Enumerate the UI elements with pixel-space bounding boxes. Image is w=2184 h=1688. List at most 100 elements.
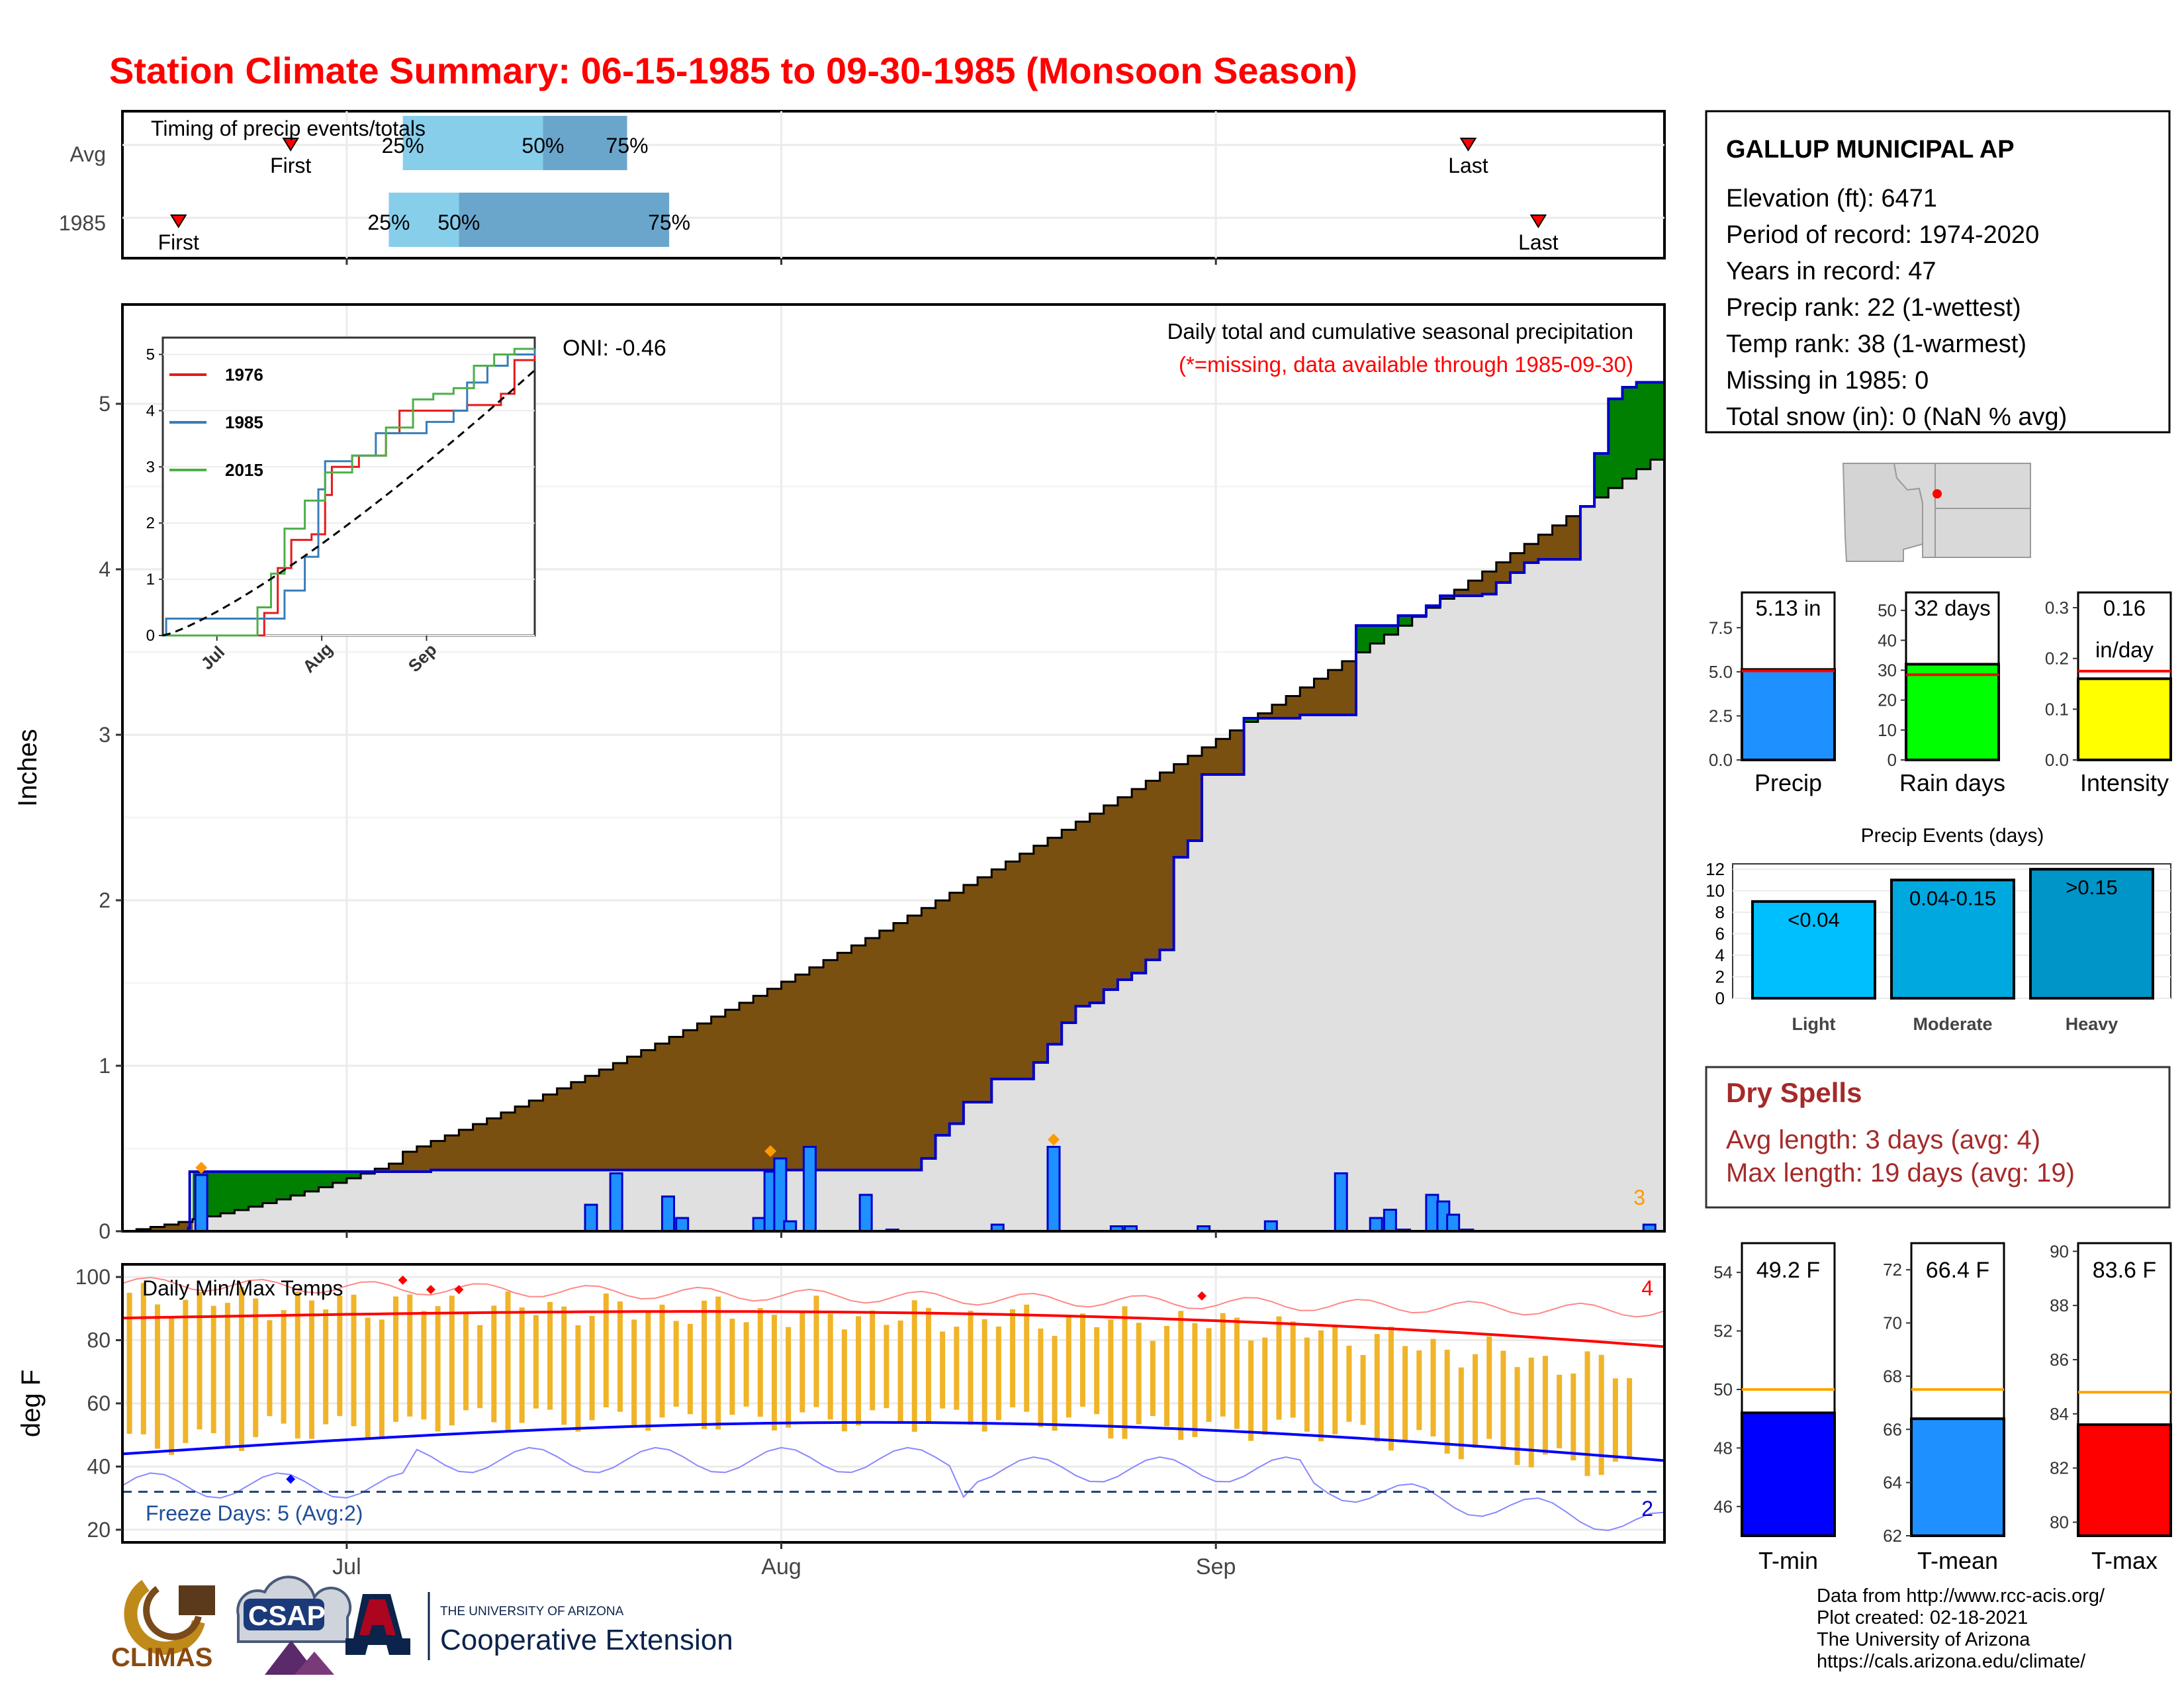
station-location-marker: [1933, 489, 1942, 498]
inset-y-tick-label: 2: [146, 514, 155, 532]
deficit-fill: [585, 1076, 600, 1170]
daily-precip-bar: [783, 1220, 797, 1233]
deficit-fill: [1230, 730, 1245, 774]
daily-temp-bar: [841, 1329, 847, 1432]
precip-y-tick-label: 1: [99, 1054, 111, 1078]
deficit-fill: [1300, 687, 1314, 715]
inset-line-1976: [163, 354, 536, 637]
daily-temp-bar: [140, 1283, 146, 1434]
deficit-fill: [500, 1112, 516, 1170]
deficit-fill: [1202, 747, 1216, 774]
summary-tick-label: 5.0: [1709, 662, 1733, 682]
daily-temp-bar: [224, 1303, 230, 1448]
surplus-fill: [1370, 626, 1385, 644]
daily-temp-bar: [505, 1291, 511, 1432]
daily-temp-bar: [1416, 1350, 1422, 1430]
surplus-fill: [1440, 596, 1455, 599]
daily-temp-bar: [940, 1331, 946, 1409]
station-line: Temp rank: 38 (1-warmest): [1726, 330, 2026, 358]
daily-temp-bar: [925, 1307, 931, 1423]
daily-temp-bar: [183, 1299, 189, 1443]
surplus-fill: [1356, 626, 1371, 653]
summary-bar-name: Intensity: [2080, 769, 2169, 796]
daily-precip-bar: [1263, 1220, 1278, 1233]
temp-summary-tick-label: 88: [2050, 1295, 2069, 1315]
daily-temp-bar: [631, 1319, 637, 1427]
summary-tick-label: 2.5: [1709, 706, 1733, 726]
deficit-fill: [1160, 772, 1175, 950]
ua-small-text: THE UNIVERSITY OF ARIZONA: [440, 1605, 624, 1618]
surplus-fill: [1398, 616, 1413, 626]
temp-count-low: 2: [1641, 1497, 1653, 1521]
deficit-fill: [1048, 837, 1062, 1045]
events-tick-label: 10: [1706, 881, 1725, 901]
deficit-fill: [781, 982, 796, 1170]
inset-y-tick-label: 1: [146, 571, 155, 588]
deficit-fill: [1257, 713, 1273, 718]
summary-bar-value: 5.13 in: [1755, 596, 1821, 620]
deficit-fill: [515, 1106, 529, 1170]
precip-y-tick-label: 5: [99, 392, 111, 416]
daily-precip-bar: [609, 1172, 623, 1233]
timing-event-marker: [1459, 138, 1477, 152]
daily-temp-bar: [323, 1309, 329, 1425]
temp-summary-tick-label: 82: [2050, 1458, 2069, 1478]
daily-temp-bar: [547, 1301, 553, 1410]
daily-temp-bar: [1234, 1317, 1240, 1429]
deficit-fill: [711, 1016, 726, 1170]
deficit-fill: [907, 915, 922, 1170]
inset-y-tick-label: 3: [146, 458, 155, 476]
temp-summary-name: T-mean: [1917, 1547, 1998, 1574]
record-high-marker: [426, 1285, 435, 1295]
daily-temp-bar: [210, 1305, 216, 1434]
locator-map: [1841, 460, 2033, 565]
daily-temp-bar: [1542, 1356, 1548, 1455]
deficit-fill: [1033, 845, 1048, 1062]
daily-temp-bar: [870, 1310, 876, 1411]
timing-row-label-year: 1985: [59, 211, 106, 235]
timing-pct-label: 75%: [606, 134, 649, 158]
temp-summary-name: T-max: [2091, 1547, 2158, 1574]
temp-summary-tick-label: 48: [1713, 1438, 1733, 1458]
daily-temp-bar: [1164, 1325, 1170, 1427]
daily-temp-bar: [1458, 1367, 1464, 1460]
figure-title: Station Climate Summary: 06-15-1985 to 0…: [109, 50, 1357, 91]
temp-summary-tick-label: 54: [1713, 1262, 1733, 1282]
climas-logo[interactable]: CLIMAS: [111, 1579, 215, 1672]
month-label: Jul: [332, 1554, 361, 1579]
summary-bar-value: 0.16: [2103, 596, 2146, 620]
surplus-fill: [291, 1172, 305, 1196]
temp-summary-tick-label: 62: [1883, 1526, 1902, 1546]
daily-record-marker: [195, 1162, 208, 1174]
deficit-fill: [1552, 525, 1567, 559]
daily-temp-bar: [856, 1316, 862, 1426]
daily-temp-bar: [239, 1287, 245, 1451]
ua-big-text: Cooperative Extension: [440, 1624, 733, 1656]
daily-temp-bar: [1528, 1357, 1534, 1468]
daily-temp-bar: [1304, 1337, 1310, 1432]
deficit-fill: [1482, 571, 1497, 594]
daily-temp-bar: [687, 1323, 693, 1415]
timing-event-label: First: [158, 230, 199, 254]
csap-logo[interactable]: CSAP: [236, 1575, 352, 1675]
surplus-fill: [248, 1172, 263, 1207]
surplus-fill: [304, 1172, 320, 1192]
daily-temp-bar: [1122, 1306, 1128, 1439]
daily-record-marker: [1048, 1133, 1060, 1146]
station-line: Precip rank: 22 (1-wettest): [1726, 294, 2021, 322]
daily-temp-bar: [491, 1305, 497, 1423]
surplus-fill: [1608, 399, 1623, 489]
events-tick-label: 8: [1715, 902, 1725, 922]
deficit-fill: [739, 1002, 754, 1170]
daily-temp-bar: [715, 1296, 721, 1430]
deficit-fill: [1314, 679, 1329, 715]
university-of-arizona-logo[interactable]: THE UNIVERSITY OF ARIZONA Cooperative Ex…: [345, 1592, 733, 1660]
daily-temp-bar: [645, 1311, 651, 1431]
daily-temp-bar: [995, 1326, 1001, 1421]
deficit-fill: [1062, 829, 1076, 1023]
deficit-fill: [599, 1069, 614, 1170]
summary-tick-label: 7.5: [1709, 618, 1733, 637]
temp-y-axis-label: deg F: [17, 1370, 46, 1437]
